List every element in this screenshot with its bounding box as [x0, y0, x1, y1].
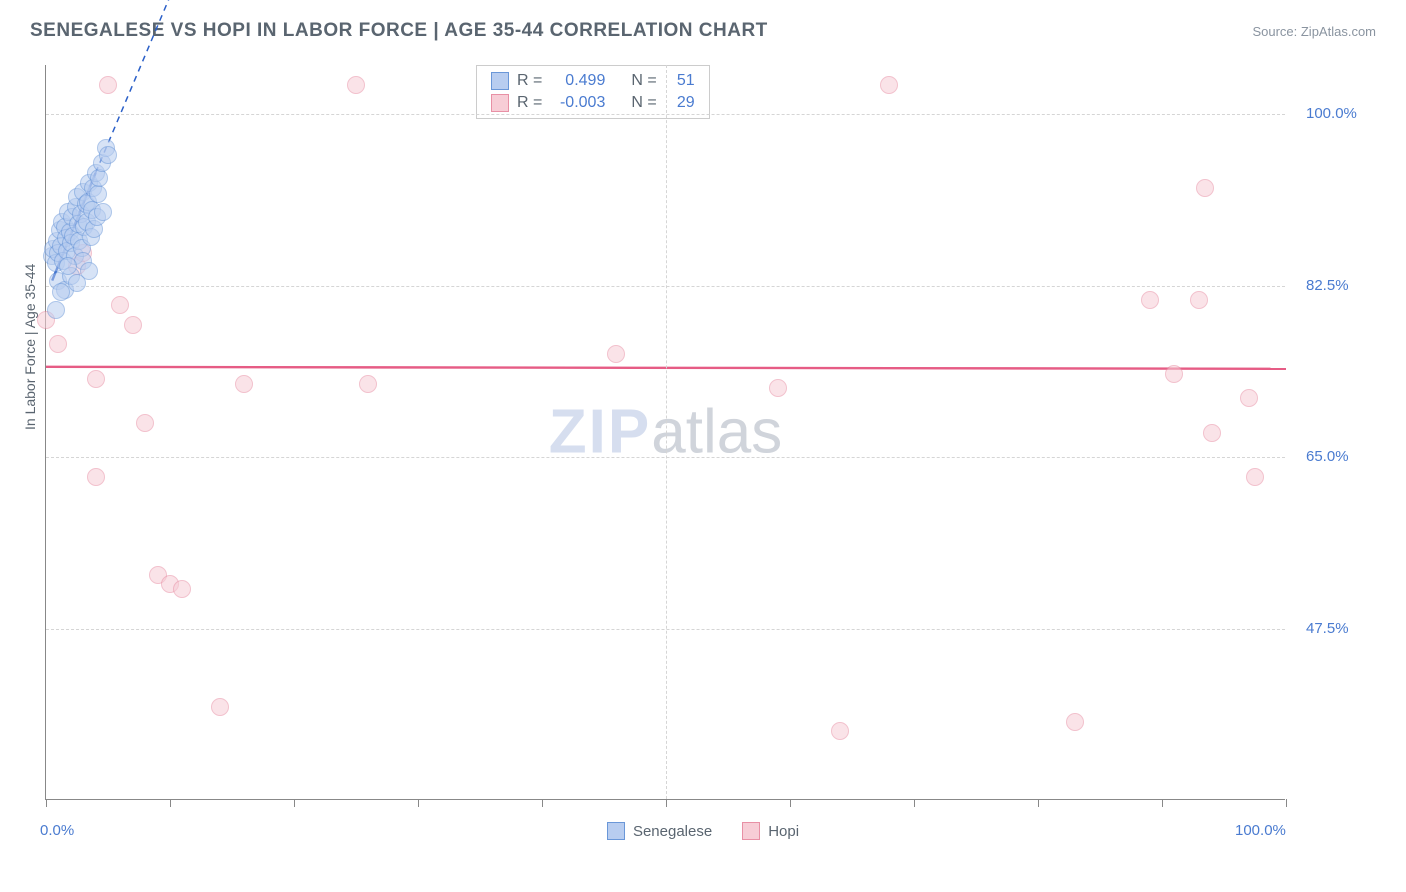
- x-tick-label: 100.0%: [1235, 822, 1286, 839]
- senegalese-point: [89, 185, 107, 203]
- y-tick-label: 65.0%: [1306, 448, 1349, 465]
- swatch-senegalese: [491, 72, 509, 90]
- stat-n-hopi: 29: [665, 94, 695, 112]
- stat-n-label: N =: [631, 72, 656, 90]
- hopi-point: [87, 468, 105, 486]
- legend-item-senegalese: Senegalese: [607, 822, 712, 840]
- senegalese-point: [52, 283, 70, 301]
- y-axis-label: In Labor Force | Age 35-44: [22, 264, 38, 430]
- hopi-point: [1066, 713, 1084, 731]
- bottom-legend: Senegalese Hopi: [0, 822, 1406, 840]
- legend-label-senegalese: Senegalese: [633, 823, 712, 840]
- hopi-point: [769, 379, 787, 397]
- y-tick-label: 82.5%: [1306, 277, 1349, 294]
- source-label: Source: ZipAtlas.com: [1252, 24, 1376, 39]
- hopi-point: [49, 335, 67, 353]
- hopi-point: [831, 722, 849, 740]
- hopi-point: [1190, 291, 1208, 309]
- hopi-point: [1165, 365, 1183, 383]
- senegalese-point: [59, 257, 77, 275]
- hopi-point: [1203, 424, 1221, 442]
- stats-row-hopi: R = -0.003 N = 29: [491, 92, 695, 114]
- y-tick-label: 100.0%: [1306, 105, 1357, 122]
- chart-container: SENEGALESE VS HOPI IN LABOR FORCE | AGE …: [0, 0, 1406, 892]
- hopi-point: [1240, 389, 1258, 407]
- senegalese-point: [94, 203, 112, 221]
- stat-n-label: N =: [631, 94, 656, 112]
- hopi-point: [124, 316, 142, 334]
- legend-swatch-senegalese: [607, 822, 625, 840]
- stat-r-hopi: -0.003: [550, 94, 605, 112]
- senegalese-point: [47, 301, 65, 319]
- hopi-point: [235, 375, 253, 393]
- hopi-point: [111, 296, 129, 314]
- chart-title: SENEGALESE VS HOPI IN LABOR FORCE | AGE …: [30, 20, 768, 42]
- hopi-point: [136, 414, 154, 432]
- hopi-point: [1141, 291, 1159, 309]
- stats-box: R = 0.499 N = 51 R = -0.003 N = 29: [476, 65, 710, 119]
- stat-r-senegalese: 0.499: [550, 72, 605, 90]
- plot-area: ZIPatlas R = 0.499 N = 51 R = -0.003 N =…: [45, 65, 1285, 800]
- hopi-point: [99, 76, 117, 94]
- senegalese-point: [99, 146, 117, 164]
- legend-item-hopi: Hopi: [742, 822, 799, 840]
- stat-r-label: R =: [517, 72, 542, 90]
- stat-n-senegalese: 51: [665, 72, 695, 90]
- hopi-point: [1196, 179, 1214, 197]
- legend-swatch-hopi: [742, 822, 760, 840]
- swatch-hopi: [491, 94, 509, 112]
- hopi-point: [211, 698, 229, 716]
- hopi-point: [1246, 468, 1264, 486]
- header: SENEGALESE VS HOPI IN LABOR FORCE | AGE …: [30, 20, 1376, 42]
- stat-r-label: R =: [517, 94, 542, 112]
- senegalese-point: [80, 262, 98, 280]
- legend-label-hopi: Hopi: [768, 823, 799, 840]
- hopi-point: [347, 76, 365, 94]
- hopi-point: [359, 375, 377, 393]
- hopi-point: [173, 580, 191, 598]
- stats-row-senegalese: R = 0.499 N = 51: [491, 70, 695, 92]
- hopi-point: [87, 370, 105, 388]
- y-tick-label: 47.5%: [1306, 620, 1349, 637]
- hopi-point: [607, 345, 625, 363]
- hopi-point: [880, 76, 898, 94]
- x-tick-label: 0.0%: [40, 822, 74, 839]
